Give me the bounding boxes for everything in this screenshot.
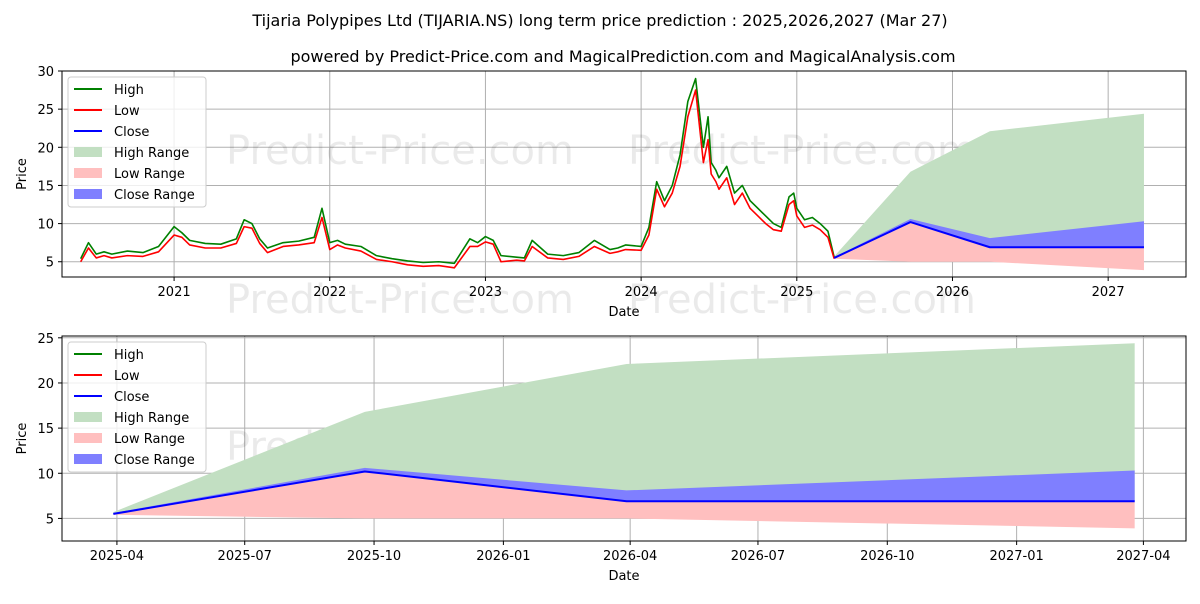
- x-tick-label: 2026-10: [860, 549, 914, 564]
- y-tick-label: 10: [37, 218, 54, 233]
- y-tick-label: 5: [46, 512, 54, 527]
- x-tick-label: 2026-01: [476, 549, 530, 564]
- legend-label: Close Range: [114, 453, 195, 468]
- close-range-area: [834, 219, 1144, 258]
- legend-label: High Range: [114, 411, 189, 426]
- chart-title: Tijaria Polypipes Ltd (TIJARIA.NS) long …: [251, 11, 947, 30]
- x-tick-label: 2024: [625, 285, 658, 300]
- y-tick-label: 25: [37, 103, 54, 118]
- legend-swatch: [74, 189, 102, 199]
- y-tick-label: 20: [37, 141, 54, 156]
- y-tick-label: 15: [37, 422, 54, 437]
- x-tick-label: 2027-04: [1116, 549, 1170, 564]
- watermark-text: Predict-Price.com: [226, 277, 574, 323]
- legend-label: Low Range: [114, 167, 185, 182]
- close-prediction-line: [833, 221, 1144, 259]
- x-axis-label: Date: [608, 569, 639, 584]
- legend-label: High: [114, 348, 144, 363]
- legend-label: Low Range: [114, 432, 185, 447]
- plot-frame: [61, 335, 1187, 542]
- x-tick-label: 2022: [313, 285, 346, 300]
- x-tick-label: 2025-07: [218, 549, 272, 564]
- legend-swatch: [74, 454, 102, 464]
- x-tick-label: 2025-10: [347, 549, 401, 564]
- legend-label: High Range: [114, 146, 189, 161]
- close-range-area: [113, 467, 1135, 514]
- low-price-line: [79, 89, 835, 269]
- x-tick-label: 2027: [1092, 285, 1125, 300]
- chart-subtitle: powered by Predict-Price.com and Magical…: [290, 47, 955, 66]
- legend-swatch: [74, 168, 102, 178]
- y-tick-label: 5: [46, 256, 54, 271]
- watermark-text: Predict-Price.com: [628, 128, 976, 174]
- y-axis-label: Price: [15, 423, 30, 455]
- high-price-line: [79, 77, 835, 265]
- watermark-text: Predict-Price.com: [628, 277, 976, 323]
- x-tick-label: 2023: [469, 285, 502, 300]
- legend-label: High: [114, 83, 144, 98]
- watermark-text: Predict-Price.com: [226, 128, 574, 174]
- x-tick-label: 2025: [780, 285, 813, 300]
- legend-swatch: [74, 412, 102, 422]
- legend-box: [67, 341, 207, 473]
- y-tick-label: 10: [37, 467, 54, 482]
- legend-swatch: [74, 433, 102, 443]
- low-range-area: [834, 222, 1144, 271]
- x-tick-label: 2026: [936, 285, 969, 300]
- legend-label: Low: [114, 104, 140, 119]
- legend-label: Low: [114, 369, 140, 384]
- legend-label: Close Range: [114, 188, 195, 203]
- y-axis-label: Price: [15, 158, 30, 190]
- x-axis-label: Date: [608, 305, 639, 320]
- x-tick-label: 2026-04: [603, 549, 657, 564]
- legend-label: Close: [114, 390, 149, 405]
- y-tick-label: 30: [37, 65, 54, 80]
- x-tick-label: 2025-04: [90, 549, 144, 564]
- long-term-chart-panel: Predict-Price.com Predict-Price.com Predic…: [15, 65, 1187, 323]
- x-tick-label: 2026-07: [731, 549, 785, 564]
- legend-box: [67, 76, 207, 208]
- legend-swatch: [74, 147, 102, 157]
- x-tick-label: 2021: [158, 285, 191, 300]
- x-tick-label: 2027-01: [989, 549, 1043, 564]
- prediction-zoom-chart-panel: Predict-Price.comPredict-Price.com2025-0…: [15, 332, 1187, 584]
- y-tick-label: 20: [37, 377, 54, 392]
- low-range-area: [113, 471, 1135, 529]
- legend-label: Close: [114, 125, 149, 140]
- y-tick-label: 25: [37, 332, 54, 347]
- close-prediction-line: [113, 470, 1135, 515]
- y-tick-label: 15: [37, 179, 54, 194]
- plot-frame: [61, 70, 1187, 278]
